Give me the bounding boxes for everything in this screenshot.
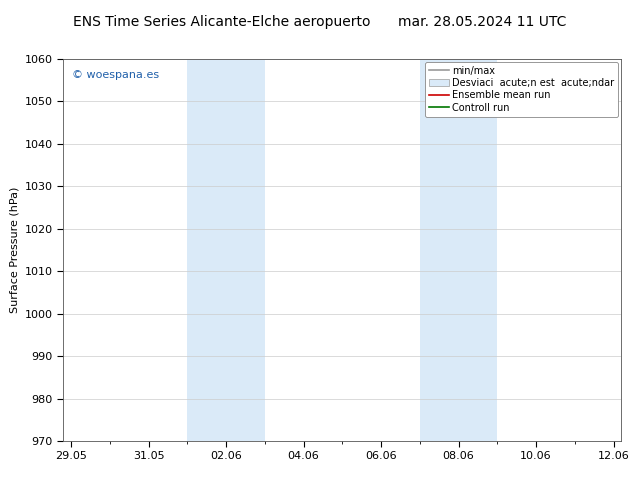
- Legend: min/max, Desviaci  acute;n est  acute;ndar, Ensemble mean run, Controll run: min/max, Desviaci acute;n est acute;ndar…: [425, 62, 618, 117]
- Text: © woespana.es: © woespana.es: [72, 70, 159, 80]
- Bar: [420, 59, 497, 441]
- Y-axis label: Surface Pressure (hPa): Surface Pressure (hPa): [10, 187, 19, 313]
- Text: ENS Time Series Alicante-Elche aeropuerto: ENS Time Series Alicante-Elche aeropuert…: [73, 15, 371, 29]
- Text: mar. 28.05.2024 11 UTC: mar. 28.05.2024 11 UTC: [398, 15, 566, 29]
- Bar: [188, 59, 265, 441]
